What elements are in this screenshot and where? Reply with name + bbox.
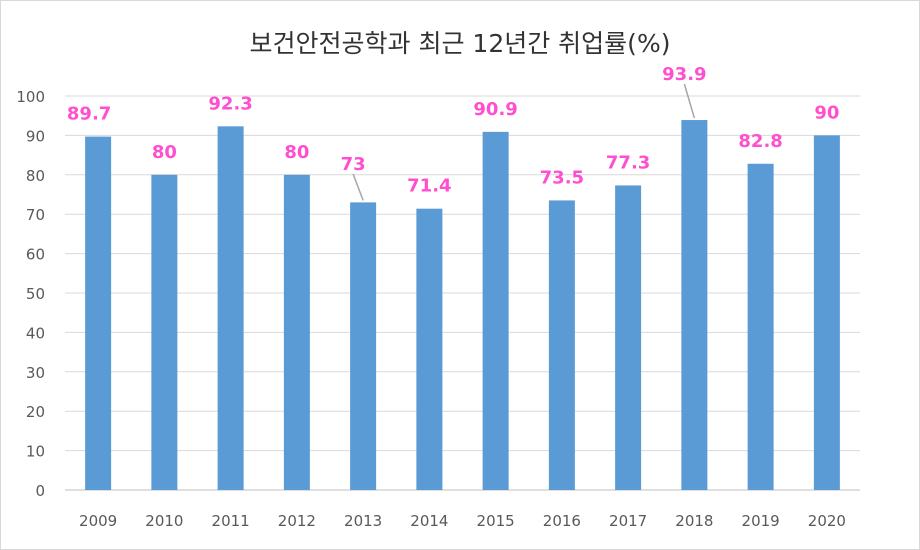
bar-2016 bbox=[548, 200, 575, 490]
data-label: 73 bbox=[341, 154, 366, 175]
y-tick-label: 80 bbox=[26, 167, 45, 185]
leader-line bbox=[352, 173, 364, 201]
data-label: 73.5 bbox=[540, 167, 584, 188]
x-tick-label: 2011 bbox=[212, 512, 250, 530]
data-label: 89.7 bbox=[67, 104, 111, 125]
bar-2011 bbox=[217, 126, 244, 490]
y-tick-label: 50 bbox=[26, 285, 45, 303]
x-tick-label: 2010 bbox=[145, 512, 183, 530]
data-label: 82.8 bbox=[738, 131, 782, 152]
bar-2014 bbox=[416, 208, 443, 490]
data-label: 80 bbox=[284, 142, 309, 163]
bar-2015 bbox=[482, 131, 509, 490]
x-tick-label: 2012 bbox=[278, 512, 316, 530]
leader-line bbox=[683, 83, 696, 119]
x-tick-label: 2009 bbox=[79, 512, 117, 530]
data-label: 80 bbox=[152, 142, 177, 163]
data-label: 90 bbox=[814, 102, 839, 123]
x-tick-label: 2013 bbox=[344, 512, 382, 530]
y-tick-label: 70 bbox=[26, 206, 45, 224]
y-tick-label: 90 bbox=[26, 127, 45, 145]
data-label: 93.9 bbox=[662, 64, 706, 85]
x-tick-label: 2018 bbox=[675, 512, 713, 530]
data-label: 92.3 bbox=[208, 93, 252, 114]
data-label: 90.9 bbox=[473, 99, 517, 120]
bar-2018 bbox=[681, 120, 708, 490]
bar-2019 bbox=[747, 163, 774, 490]
bar-2012 bbox=[283, 174, 310, 491]
data-label: 77.3 bbox=[606, 152, 650, 173]
x-tick-label: 2015 bbox=[477, 512, 515, 530]
y-tick-label: 60 bbox=[26, 246, 45, 264]
y-tick-label: 40 bbox=[26, 324, 45, 342]
bar-2017 bbox=[615, 185, 642, 491]
data-label: 71.4 bbox=[407, 176, 451, 197]
y-tick-label: 30 bbox=[26, 364, 45, 382]
x-tick-label: 2016 bbox=[543, 512, 581, 530]
y-tick-label: 10 bbox=[26, 443, 45, 461]
bar-2020 bbox=[813, 135, 840, 490]
bar-2010 bbox=[151, 174, 178, 491]
y-tick-label: 100 bbox=[16, 88, 45, 106]
x-tick-label: 2019 bbox=[742, 512, 780, 530]
x-tick-label: 2020 bbox=[808, 512, 846, 530]
y-tick-label: 0 bbox=[35, 482, 45, 500]
y-tick-label: 20 bbox=[26, 403, 45, 421]
x-tick-label: 2014 bbox=[410, 512, 448, 530]
bar-2013 bbox=[350, 202, 377, 490]
chart-title: 보건안전공학과 최근 12년간 취업률(%) bbox=[250, 29, 671, 58]
x-tick-label: 2017 bbox=[609, 512, 647, 530]
bar-2009 bbox=[85, 136, 112, 490]
